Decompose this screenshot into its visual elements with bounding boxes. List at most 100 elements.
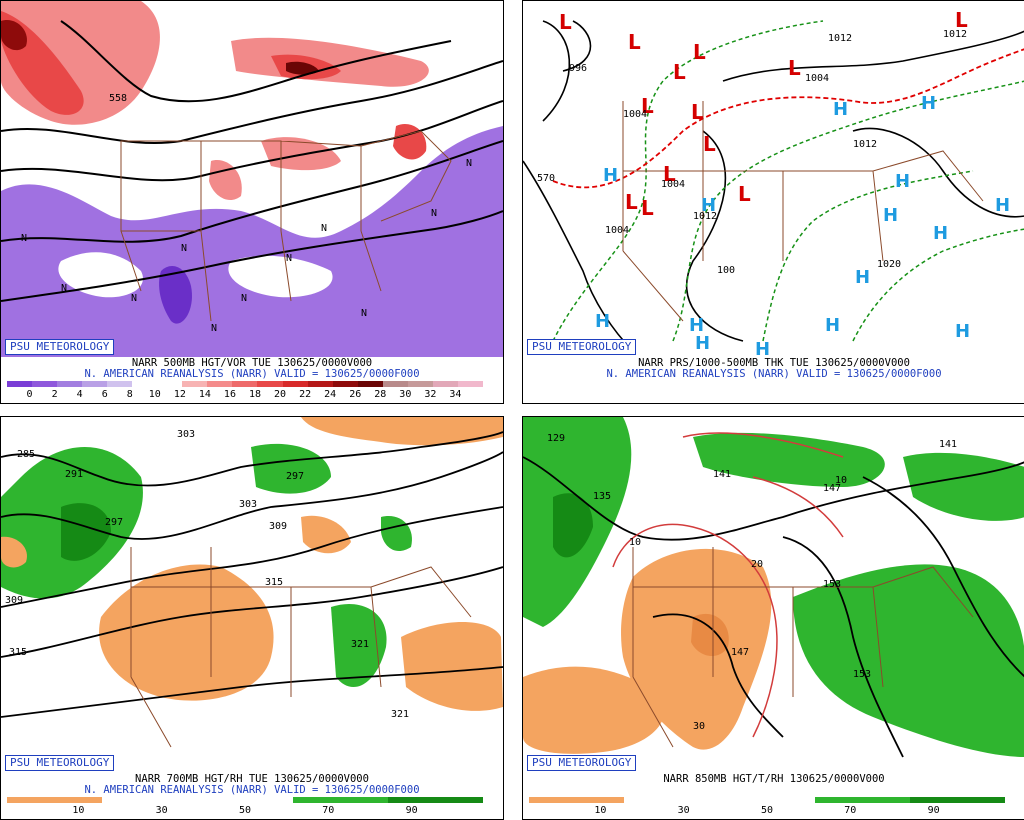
colorbar-segment: [157, 381, 183, 387]
map-label: N: [321, 223, 327, 234]
map-label: 996: [569, 63, 587, 74]
map-label: 297: [286, 471, 304, 482]
map-850mb: 129 135 141 141 147 147 153 153 10 10 20…: [523, 417, 1024, 773]
colorbar-segment: [529, 797, 577, 803]
map-label: 1012: [828, 33, 852, 44]
map-label: N: [21, 233, 27, 244]
high-marker: H: [603, 165, 618, 186]
map-label: 20: [751, 559, 763, 570]
colorbar-segment: [57, 381, 83, 387]
chart-title: NARR 500MB HGT/VOR TUE 130625/0000V000: [131, 357, 373, 369]
high-marker: H: [883, 205, 898, 226]
colorbar-tick-label: 10: [148, 389, 161, 400]
map-label: 321: [391, 709, 409, 720]
colorbar-tick-label: 2: [51, 389, 58, 400]
map-label: N: [286, 253, 292, 264]
dry-area: [1, 536, 27, 568]
map-label: N: [431, 208, 437, 219]
map-label: 303: [177, 429, 195, 440]
map-label: 303: [239, 499, 257, 510]
map-label: 129: [547, 433, 565, 444]
map-label: 10: [629, 537, 641, 548]
map-label: 147: [823, 483, 841, 494]
colorbar-segment: [244, 797, 293, 803]
colorbar-segment: [766, 797, 815, 803]
map-label: 285: [17, 449, 35, 460]
low-marker: L: [625, 190, 638, 214]
high-marker: H: [895, 171, 910, 192]
map-label: N: [61, 283, 67, 294]
map-label: N: [241, 293, 247, 304]
colorbar-segment: [82, 381, 108, 387]
colorbar-segment: [340, 797, 388, 803]
temperature-contours: [612, 432, 844, 738]
colorbar-tick-label: 50: [760, 805, 774, 816]
colorbar-ticks: 0 2 4 6 8 10 12 14 16 18 20 22 24 26 28 30 32 34: [7, 389, 483, 401]
map-label: 30: [693, 721, 705, 732]
colorbar-segment: [232, 381, 258, 387]
map-label: 558: [109, 93, 127, 104]
moist-area: [553, 493, 593, 558]
map-label: 1012: [853, 139, 877, 150]
colorbar-segment: [102, 797, 150, 803]
state-borders: [622, 101, 984, 322]
dry-area: [99, 564, 274, 701]
panel-500mb-vorticity: 558 N N N N N N N N N N N PSU METEOROLOG…: [0, 0, 504, 404]
high-marker: H: [595, 311, 610, 332]
map-pressure-svg: L L L L L L L L L L L L L H H H H H: [523, 8, 1024, 357]
colorbar-segment: [719, 797, 767, 803]
low-marker: L: [693, 40, 706, 64]
colorbar-tick-label: 24: [324, 389, 337, 400]
low-marker: L: [559, 10, 572, 34]
state-borders: [632, 547, 974, 748]
colorbar-tick-label: 8: [126, 389, 133, 400]
pos-vort-area: [209, 160, 242, 201]
colorbar-segment: [382, 381, 408, 387]
psu-badge: PSU METEOROLOGY: [5, 755, 115, 771]
colorbar-tick-label: 14: [198, 389, 211, 400]
map-label: 10: [835, 475, 847, 486]
map-label: 135: [593, 491, 611, 502]
map-label: 309: [269, 521, 287, 532]
colorbar-segment: [435, 797, 483, 803]
colorbar-segment: [7, 381, 33, 387]
high-marker: H: [921, 93, 936, 114]
colorbar-segment: [7, 797, 55, 803]
map-label: 147: [731, 647, 749, 658]
high-marker: H: [833, 99, 848, 120]
psu-badge: PSU METEOROLOGY: [527, 755, 637, 771]
colorbar-segment: [909, 797, 958, 803]
map-label: N: [466, 158, 472, 169]
chart-title: NARR PRS/1000-500MB THK TUE 130625/0000V…: [638, 357, 910, 369]
dry-area: [691, 613, 729, 657]
low-marker: L: [738, 182, 751, 206]
colorbar-segment: [207, 381, 233, 387]
height-contours: [1, 20, 503, 302]
colorbar: [529, 797, 1005, 803]
colorbar-segment: [862, 797, 910, 803]
map-label: 1004: [623, 109, 647, 120]
colorbar-segment: [357, 381, 383, 387]
colorbar-segment: [197, 797, 245, 803]
high-marker: H: [855, 267, 870, 288]
panel-pressure-thickness: L L L L L L L L L L L L L H H H H H: [522, 0, 1024, 404]
low-marker: L: [703, 132, 716, 156]
low-marker: L: [691, 100, 704, 124]
map-label: 315: [9, 647, 27, 658]
high-marker: H: [825, 315, 840, 336]
chart-subtitle: N. AMERICAN REANALYSIS (NARR) VALID = 13…: [84, 368, 420, 380]
map-label: N: [361, 308, 367, 319]
colorbar-tick-label: 10: [594, 805, 607, 816]
map-label: 315: [265, 577, 283, 588]
map-label: N: [181, 243, 187, 254]
map-pressure: L L L L L L L L L L L L L H H H H H: [523, 1, 1024, 357]
state-borders: [120, 130, 452, 322]
colorbar-segment: [457, 381, 483, 387]
colorbar-tick-label: 90: [927, 805, 940, 816]
colorbar-tick-label: 10: [72, 805, 85, 816]
colorbar-tick-label: 18: [248, 389, 262, 400]
map-label: 321: [351, 639, 369, 650]
map-label: 297: [105, 517, 123, 528]
colorbar-segment: [132, 381, 158, 387]
high-marker: H: [955, 321, 970, 342]
